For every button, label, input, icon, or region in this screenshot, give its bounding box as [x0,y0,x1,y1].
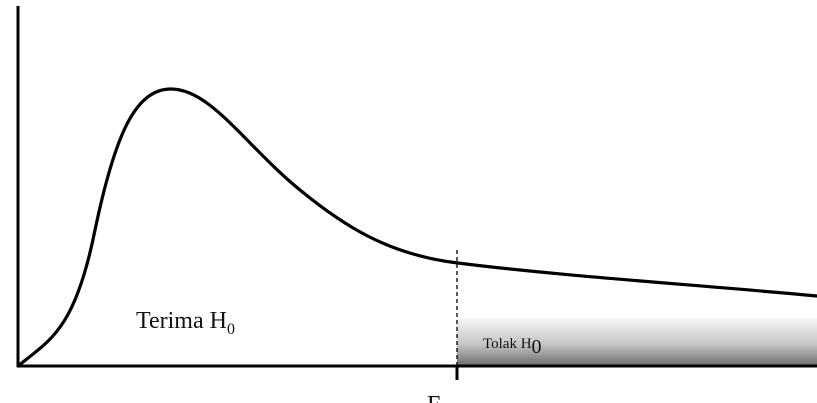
accept-label-main: Terima H [136,308,227,334]
accept-region-label: Terima H0 [136,308,235,338]
reject-label-main: Tolak H [483,336,532,352]
reject-label-subscript: 0 [532,336,542,358]
critical-label-main: F [427,392,440,403]
reject-region-label: Tolak H0 [483,336,542,358]
critical-value-label: Ftabel [427,392,472,403]
accept-label-subscript: 0 [227,321,235,338]
f-distribution-curve [16,87,817,368]
reject-region-shade [457,318,817,366]
